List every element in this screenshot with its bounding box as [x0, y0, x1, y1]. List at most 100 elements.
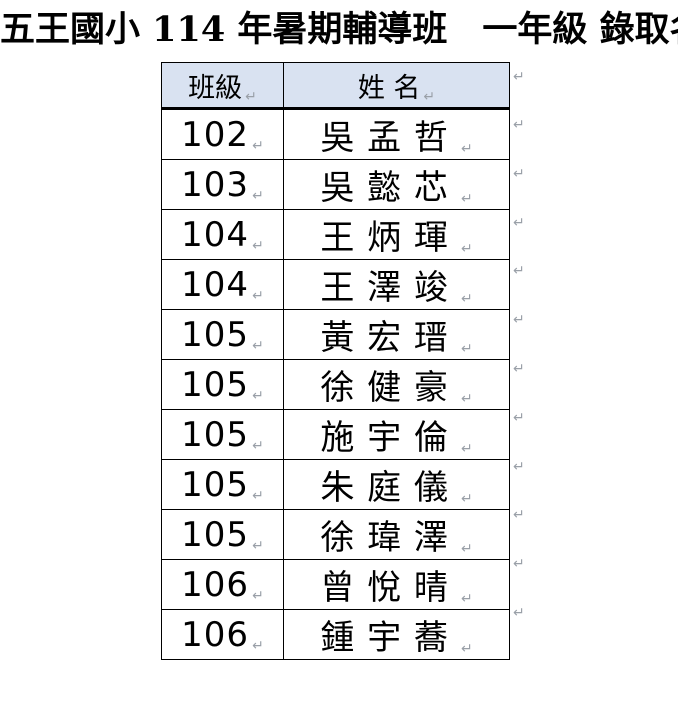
cell-end-mark-icon: ↵: [460, 591, 473, 607]
name-cell: 吳 懿 芯 ↵: [283, 159, 510, 210]
name-cell: 王 炳 琿 ↵: [283, 209, 510, 260]
row-end-mark-icon: ↵: [513, 410, 525, 426]
table-row: 105 ↵ 施 宇 倫 ↵: [161, 409, 510, 460]
cell-end-mark-icon: ↵: [460, 191, 473, 207]
class-cell: 104 ↵: [161, 209, 284, 260]
student-name: 徐 健 豪: [320, 368, 449, 408]
class-number: 105: [181, 464, 250, 505]
roster-table: 班級 ↵ 姓 名 ↵ 102 ↵ 吳 孟 哲 ↵ 103 ↵ 吳 懿 芯 ↵ 104 ↵ 王 …: [161, 62, 510, 660]
student-name: 吳 孟 哲: [320, 118, 449, 158]
cell-end-mark-icon: ↵: [460, 241, 473, 257]
class-number: 102: [181, 114, 250, 155]
cell-end-mark-icon: ↵: [252, 637, 264, 654]
row-end-mark-icon: ↵: [513, 556, 525, 572]
cell-end-mark-icon: ↵: [460, 641, 473, 657]
row-end-mark-icon: ↵: [513, 459, 525, 475]
student-name: 徐 瑋 澤: [320, 518, 449, 558]
table-row: 103 ↵ 吳 懿 芯 ↵: [161, 159, 510, 210]
cell-end-mark-icon: ↵: [460, 341, 473, 357]
header-name-label: 姓 名: [357, 72, 421, 104]
table-row: 104 ↵ 王 炳 琿 ↵: [161, 209, 510, 260]
class-number: 105: [181, 414, 250, 455]
cell-end-mark-icon: ↵: [252, 437, 264, 454]
student-name: 吳 懿 芯: [320, 168, 449, 208]
table-row: 105 ↵ 徐 瑋 澤 ↵: [161, 509, 510, 560]
table-row: 106 ↵ 鍾 宇 蕎 ↵: [161, 609, 510, 660]
student-name: 鍾 宇 蕎: [320, 618, 449, 658]
table-row: 106 ↵ 曾 悅 晴 ↵: [161, 559, 510, 610]
table-header-row: 班級 ↵ 姓 名 ↵: [161, 62, 510, 110]
student-name: 施 宇 倫: [320, 418, 449, 458]
cell-end-mark-icon: ↵: [460, 491, 473, 507]
class-cell: 106 ↵: [161, 609, 284, 660]
class-number: 104: [181, 214, 250, 255]
cell-end-mark-icon: ↵: [423, 88, 436, 105]
page-title-text: 五王國小 114 年暑期輔導班 一年級 錄取名單: [0, 9, 678, 50]
class-cell: 105 ↵: [161, 409, 284, 460]
class-cell: 106 ↵: [161, 559, 284, 610]
table-row: 105 ↵ 黃 宏 瑨 ↵: [161, 309, 510, 360]
class-number: 105: [181, 314, 250, 355]
class-cell: 105 ↵: [161, 359, 284, 410]
class-number: 103: [181, 164, 250, 205]
cell-end-mark-icon: ↵: [252, 337, 264, 354]
class-number: 106: [181, 564, 250, 605]
student-name: 朱 庭 儀: [320, 468, 449, 508]
row-end-mark-icon: ↵: [513, 263, 525, 279]
header-cell-name: 姓 名 ↵: [283, 62, 510, 110]
name-cell: 曾 悅 晴 ↵: [283, 559, 510, 610]
name-cell: 黃 宏 瑨 ↵: [283, 309, 510, 360]
cell-end-mark-icon: ↵: [460, 541, 473, 557]
table-row: 102 ↵ 吳 孟 哲 ↵: [161, 108, 510, 160]
row-end-mark-icon: ↵: [513, 215, 525, 231]
student-name: 曾 悅 晴: [320, 568, 449, 608]
cell-end-mark-icon: ↵: [252, 237, 264, 254]
header-cell-class: 班級 ↵: [161, 62, 284, 110]
class-cell: 105 ↵: [161, 459, 284, 510]
student-name: 王 澤 竣: [320, 268, 449, 308]
cell-end-mark-icon: ↵: [252, 487, 264, 504]
class-cell: 105 ↵: [161, 509, 284, 560]
class-number: 105: [181, 364, 250, 405]
name-cell: 施 宇 倫 ↵: [283, 409, 510, 460]
class-cell: 103 ↵: [161, 159, 284, 210]
cell-end-mark-icon: ↵: [252, 587, 264, 604]
class-cell: 104 ↵: [161, 259, 284, 310]
name-cell: 吳 孟 哲 ↵: [283, 108, 510, 160]
cell-end-mark-icon: ↵: [460, 441, 473, 457]
cell-end-mark-icon: ↵: [460, 141, 473, 157]
cell-end-mark-icon: ↵: [460, 391, 473, 407]
cell-end-mark-icon: ↵: [252, 287, 264, 304]
page-title: 五王國小 114 年暑期輔導班 一年級 錄取名單↵: [0, 8, 678, 58]
student-name: 黃 宏 瑨: [320, 318, 449, 358]
class-number: 105: [181, 514, 250, 555]
class-number: 106: [181, 614, 250, 655]
student-name: 王 炳 琿: [320, 218, 449, 258]
cell-end-mark-icon: ↵: [252, 137, 264, 154]
row-end-mark-icon: ↵: [513, 507, 525, 523]
row-end-mark-icon: ↵: [513, 361, 525, 377]
cell-end-mark-icon: ↵: [252, 387, 264, 404]
name-cell: 徐 瑋 澤 ↵: [283, 509, 510, 560]
row-end-mark-icon: ↵: [513, 166, 525, 182]
class-cell: 102 ↵: [161, 108, 284, 160]
name-cell: 朱 庭 儀 ↵: [283, 459, 510, 510]
row-end-mark-icon: ↵: [513, 312, 525, 328]
row-end-mark-icon: ↵: [513, 117, 525, 133]
table-row: 105 ↵ 朱 庭 儀 ↵: [161, 459, 510, 510]
table-row: 104 ↵ 王 澤 竣 ↵: [161, 259, 510, 310]
class-number: 104: [181, 264, 250, 305]
cell-end-mark-icon: ↵: [252, 537, 264, 554]
table-row: 105 ↵ 徐 健 豪 ↵: [161, 359, 510, 410]
name-cell: 王 澤 竣 ↵: [283, 259, 510, 310]
cell-end-mark-icon: ↵: [252, 187, 264, 204]
row-end-mark-icon: ↵: [513, 69, 525, 85]
header-class-label: 班級: [188, 72, 243, 104]
name-cell: 徐 健 豪 ↵: [283, 359, 510, 410]
cell-end-mark-icon: ↵: [460, 291, 473, 307]
row-end-mark-icon: ↵: [513, 605, 525, 621]
cell-end-mark-icon: ↵: [245, 88, 257, 105]
name-cell: 鍾 宇 蕎 ↵: [283, 609, 510, 660]
class-cell: 105 ↵: [161, 309, 284, 360]
